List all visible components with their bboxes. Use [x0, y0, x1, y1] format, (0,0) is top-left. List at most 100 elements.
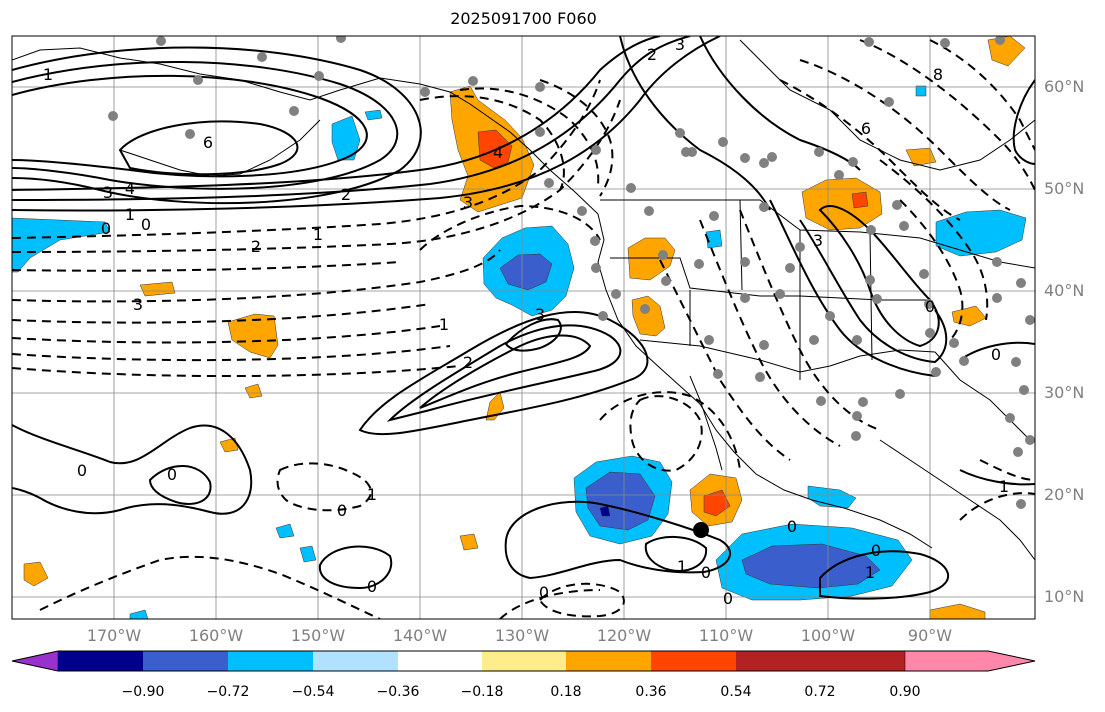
shading-layer [12, 36, 1027, 619]
contour-label: 2 [251, 237, 261, 256]
shade-pos-small2 [244, 383, 263, 399]
lat-label: 20°N [1044, 485, 1085, 504]
colorbar-tick: 0.18 [550, 684, 582, 700]
contour-label: 3 [813, 231, 823, 250]
colorbar-seg-4 [313, 651, 398, 671]
contour-label: 0 [539, 583, 549, 602]
contour-label: 0 [925, 297, 935, 316]
lon-label: 100°W [800, 626, 856, 645]
contour-label: 1 [43, 65, 53, 84]
colorbar-tick: −0.18 [460, 684, 504, 700]
colorbar-seg-5 [398, 651, 482, 671]
shade-neg-epac2-core [741, 543, 881, 589]
contour-label: 3 [103, 183, 113, 202]
contour-label: 1 [367, 485, 377, 504]
contour-label: 2 [463, 353, 473, 372]
shade-neg-alaska-gulf [331, 115, 361, 161]
lon-label: 90°W [907, 626, 953, 645]
graticule [12, 36, 1035, 619]
lat-label: 40°N [1044, 281, 1085, 300]
contours-positive [12, 36, 1035, 600]
colorbar-seg-7 [566, 651, 651, 671]
colorbar-tick: 0.36 [635, 684, 667, 700]
shade-neg-small5 [129, 609, 149, 619]
map-frame [11, 35, 1036, 620]
lon-label: 160°W [188, 626, 244, 645]
contour-label: 0 [723, 589, 733, 608]
colorbar-tick: 0.54 [720, 684, 752, 700]
colorbar-seg-1 [58, 651, 143, 671]
shade-pos-dakota-core [851, 191, 869, 209]
contour-label: 6 [861, 119, 871, 138]
lon-label: 120°W [596, 626, 652, 645]
shade-pos-gulf-bottom [929, 603, 986, 619]
colorbar-seg-6 [482, 651, 566, 671]
contour-label: 1 [439, 315, 449, 334]
contour-label: 4 [493, 143, 503, 162]
colorbar-outline [11, 650, 1036, 672]
shade-pos-ontario [905, 147, 937, 167]
contour-label: 1 [677, 557, 687, 576]
shade-neg-west [12, 217, 111, 273]
colorbar-tick: 0.90 [889, 684, 921, 700]
contour-label: 0 [787, 517, 797, 536]
colorbar-tick: −0.90 [121, 684, 165, 700]
colorbar-seg-8 [651, 651, 736, 671]
contour-label: 1 [999, 477, 1009, 496]
contour-label: 1 [125, 205, 135, 224]
contour-label: 0 [141, 215, 151, 234]
contour-label: 3 [535, 305, 545, 324]
shade-pos-small4 [219, 437, 239, 453]
shade-pos-small6 [23, 561, 49, 587]
shade-neg-small1 [364, 109, 383, 121]
contour-label: 8 [933, 65, 943, 84]
shade-neg-small3 [275, 523, 295, 539]
contour-label: 3 [133, 295, 143, 314]
colorbar-seg-10 [820, 651, 905, 671]
shade-neg-small6 [915, 85, 927, 97]
contour-label: 3 [463, 193, 473, 212]
storm-center-marker [693, 522, 709, 538]
lat-label: 30°N [1044, 383, 1085, 402]
contour-label: 0 [871, 541, 881, 560]
shade-neg-greatlakes [935, 209, 1027, 257]
lon-label: 170°W [86, 626, 142, 645]
shade-neg-small2 [705, 229, 723, 249]
contour-label: 2 [341, 185, 351, 204]
contour-label: 1 [865, 563, 875, 582]
shade-pos-epac-core [703, 489, 731, 517]
colorbar-tick: −0.72 [206, 684, 250, 700]
contour-label: 2 [647, 45, 657, 64]
shade-pos-texas [951, 305, 987, 327]
lat-label: 10°N [1044, 587, 1085, 606]
shade-neg-small4 [299, 545, 317, 563]
colorbar-seg-3 [228, 651, 313, 671]
lon-label: 130°W [494, 626, 550, 645]
contour-label: 1 [313, 225, 323, 244]
map-title: 2025091700 F060 [450, 9, 597, 28]
contour-label: 0 [991, 345, 1001, 364]
contour-label: 0 [701, 563, 711, 582]
lon-label: 110°W [698, 626, 754, 645]
colorbar [11, 650, 1036, 672]
lat-label: 50°N [1044, 179, 1085, 198]
shade-pos-socal [631, 295, 666, 337]
contour-label: 0 [101, 219, 111, 238]
colorbar-seg-0 [11, 650, 59, 672]
contour-label: 0 [337, 501, 347, 520]
contour-label: 3 [675, 35, 685, 54]
contour-label: 4 [125, 179, 135, 198]
contour-label: 0 [367, 577, 377, 596]
shade-pos-pacific [227, 313, 279, 359]
lon-label: 150°W [290, 626, 346, 645]
shade-pos-small1 [139, 281, 176, 297]
contour-label: 6 [203, 133, 213, 152]
colorbar-tick: −0.36 [376, 684, 420, 700]
colorbar-seg-2 [143, 651, 228, 671]
colorbar-seg-11 [904, 650, 1036, 672]
shade-pos-dakota [801, 177, 883, 231]
colorbar-tick: 0.72 [804, 684, 836, 700]
lat-label: 60°N [1044, 77, 1085, 96]
colorbar-seg-9 [736, 651, 820, 671]
